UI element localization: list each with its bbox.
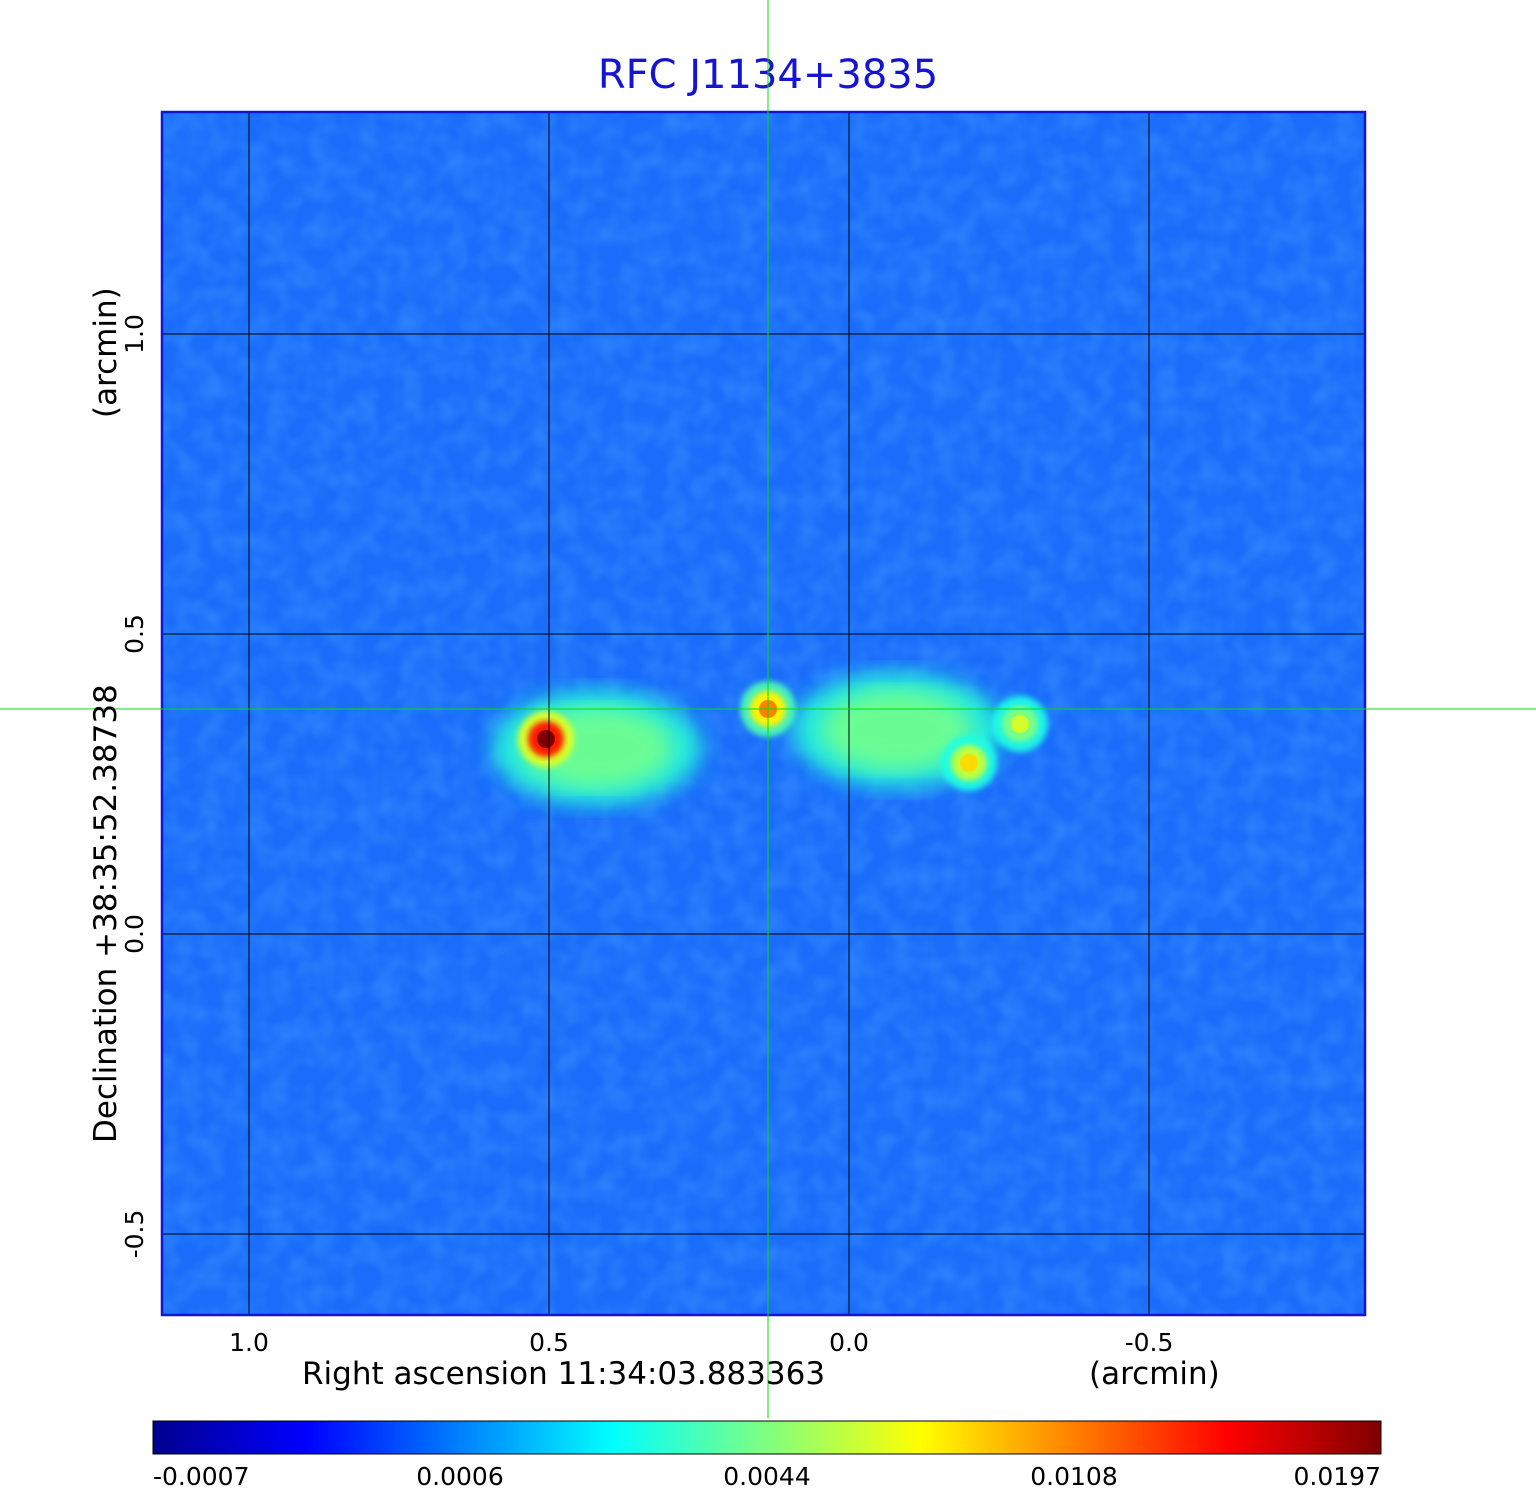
x-tick-label: 0.0	[829, 1328, 869, 1357]
x-axis-unit: (arcmin)	[1089, 1356, 1220, 1392]
source-peak	[537, 730, 555, 748]
plot-frame	[160, 110, 1367, 1317]
x-tick-label: 0.5	[529, 1328, 569, 1357]
heatmap-image	[162, 112, 1365, 1315]
crosshair	[0, 0, 1536, 1418]
y-tick-label: 0.0	[120, 914, 149, 954]
grid-lines	[162, 112, 1365, 1315]
y-tick-label: 1.0	[120, 314, 149, 354]
colorbar-tick-label: 0.0197	[1293, 1462, 1381, 1491]
source-peak	[960, 754, 978, 772]
y-tick-label: 0.5	[120, 614, 149, 654]
colorbar-tick-label: 0.0108	[1030, 1462, 1118, 1491]
y-axis-label: Declination +38:35:52.38738	[88, 684, 124, 1143]
source-lobe-core	[822, 690, 972, 770]
colorbar-tick-label: 0.0006	[416, 1462, 504, 1491]
x-axis-label: Right ascension 11:34:03.883363	[302, 1356, 826, 1392]
y-axis-unit: (arcmin)	[88, 287, 124, 418]
colorbar-tick-label: -0.0007	[153, 1462, 250, 1491]
colorbar	[152, 1420, 1382, 1455]
colorbar-tick-label: 0.0044	[723, 1462, 811, 1491]
source-peak	[1011, 715, 1029, 733]
x-tick-label: -0.5	[1124, 1328, 1174, 1357]
y-tick-label: -0.5	[120, 1209, 149, 1259]
x-tick-label: 1.0	[229, 1328, 269, 1357]
